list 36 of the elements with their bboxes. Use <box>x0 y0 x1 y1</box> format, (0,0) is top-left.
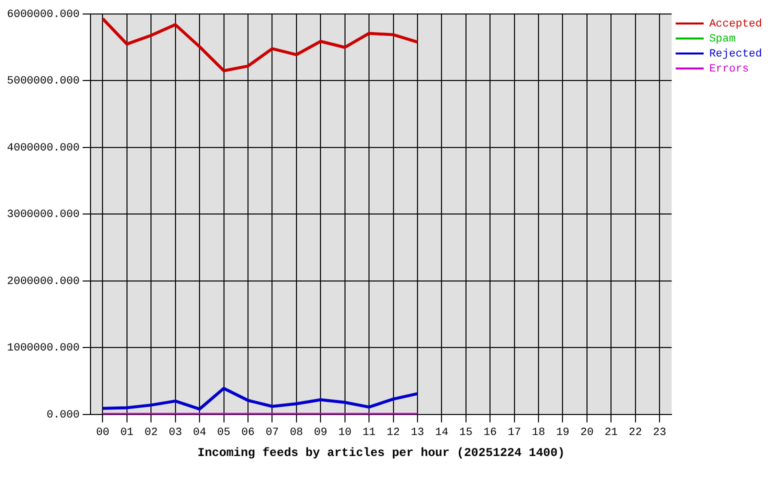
x-tick-label: 22 <box>628 426 642 439</box>
x-tick-label: 08 <box>290 426 304 439</box>
x-tick-label: 16 <box>484 426 497 439</box>
x-axis-title: Incoming feeds by articles per hour (20251224 1400) <box>198 446 565 460</box>
x-tick-label: 02 <box>144 426 158 439</box>
legend-label: Errors <box>709 63 749 76</box>
x-tick-label: 04 <box>192 426 207 439</box>
y-tick-label: 3000000.000 <box>6 209 80 222</box>
x-tick-label: 14 <box>435 426 449 439</box>
x-tick-label: 18 <box>532 426 546 439</box>
x-tick-label: 12 <box>386 426 400 439</box>
x-tick-label: 07 <box>266 426 279 439</box>
y-tick-label: 2000000.000 <box>6 276 80 288</box>
legend-label: Accepted <box>709 18 762 30</box>
x-tick-label: 09 <box>314 426 328 439</box>
legend-label: Rejected <box>709 48 762 60</box>
x-tick-label: 15 <box>459 426 472 439</box>
x-tick-label: 17 <box>508 426 521 439</box>
x-tick-label: 21 <box>604 426 618 439</box>
x-tick-label: 13 <box>410 426 424 439</box>
x-tick-label: 01 <box>120 426 134 439</box>
y-tick-label: 0.000 <box>46 409 80 422</box>
y-tick-label: 4000000.000 <box>6 142 80 154</box>
x-tick-label: 00 <box>96 426 110 439</box>
x-tick-label: 10 <box>338 426 352 439</box>
x-tick-label: 06 <box>241 426 255 439</box>
x-tick-label: 23 <box>652 426 666 439</box>
legend-label: Spam <box>709 33 736 46</box>
x-tick-label: 05 <box>217 426 230 439</box>
x-tick-label: 03 <box>168 426 182 439</box>
y-tick-label: 1000000.000 <box>6 342 80 355</box>
x-tick-label: 19 <box>556 426 570 439</box>
y-tick-label: 5000000.000 <box>6 76 80 88</box>
x-tick-label: 11 <box>362 426 376 439</box>
x-tick-label: 20 <box>580 426 594 439</box>
y-tick-label: 6000000.000 <box>6 8 80 21</box>
